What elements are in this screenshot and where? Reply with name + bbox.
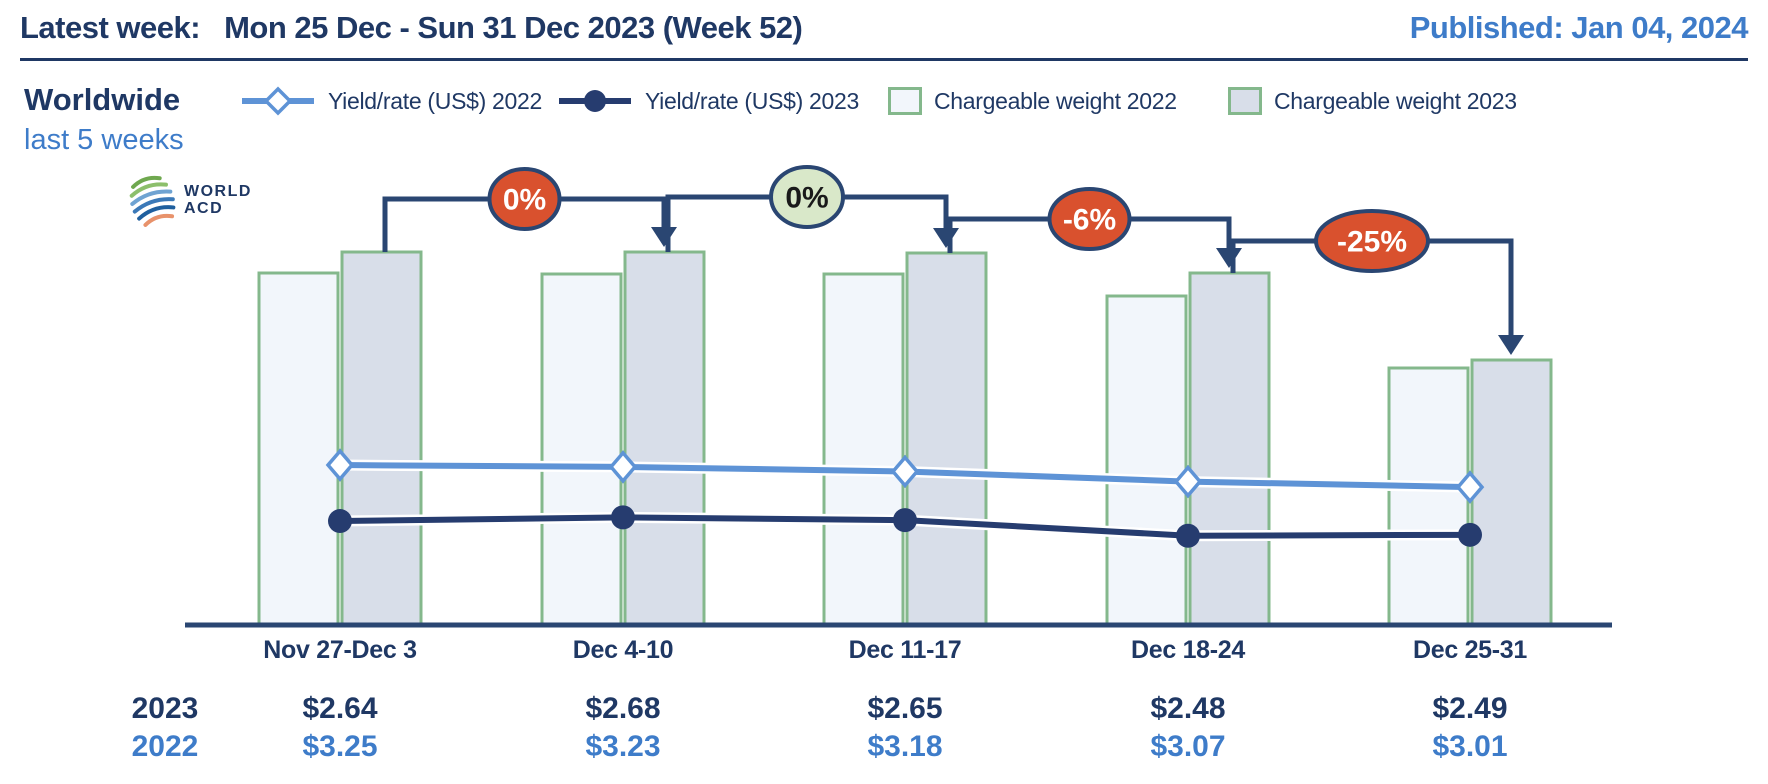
table-row-label-2023: 2023 bbox=[131, 692, 199, 725]
legend-item-yield-2023: Yield/rate (US$) 2023 bbox=[557, 84, 859, 118]
week-label-1: Dec 4-10 bbox=[572, 636, 674, 664]
legend-item-yield-2022: Yield/rate (US$) 2022 bbox=[240, 84, 542, 118]
yield-marker-2023-2 bbox=[893, 508, 917, 533]
bar-2022-4 bbox=[1387, 366, 1470, 627]
yield-marker-2022-3 bbox=[1173, 464, 1203, 499]
logo-line1: WORLD bbox=[184, 183, 252, 200]
yield-marker-2022-4 bbox=[1455, 470, 1485, 504]
bar-2023-0 bbox=[340, 250, 423, 627]
arrowhead-icon bbox=[651, 227, 677, 247]
yield-marker-2023-3 bbox=[1176, 523, 1200, 548]
logo-line2: ACD bbox=[184, 200, 224, 217]
legend-item-weight-2023: Chargeable weight 2023 bbox=[1228, 84, 1517, 118]
week-label-3: Dec 18-24 bbox=[1130, 636, 1246, 664]
table-value-2022-0: $3.25 bbox=[302, 730, 378, 763]
arrowhead-icon bbox=[1498, 335, 1524, 355]
week-label-4: Dec 25-31 bbox=[1412, 636, 1528, 664]
latest-week-label: Latest week: bbox=[20, 10, 201, 45]
table-value-2022-3: $3.07 bbox=[1150, 730, 1226, 763]
bar-2023-1 bbox=[623, 250, 706, 627]
table-value-2022-4: $3.01 bbox=[1432, 730, 1508, 763]
bar-2022-3 bbox=[1105, 294, 1188, 627]
table-value-2023-3: $2.48 bbox=[1150, 692, 1226, 725]
arrowhead-icon bbox=[933, 228, 959, 248]
header-latest-week: Latest week: Mon 25 Dec - Sun 31 Dec 202… bbox=[20, 10, 803, 46]
change-badge-1 bbox=[769, 165, 845, 229]
table-row-label-2022: 2022 bbox=[131, 730, 199, 763]
yield-marker-2023-1 bbox=[611, 505, 635, 530]
published-date: Published: Jan 04, 2024 bbox=[1409, 10, 1749, 45]
legend-item-weight-2022: Chargeable weight 2022 bbox=[888, 84, 1177, 118]
bar-2023-2 bbox=[905, 251, 988, 627]
logo-text: WORLD ACD bbox=[184, 183, 252, 217]
table-value-2022-1: $3.23 bbox=[585, 730, 661, 763]
change-badge-3 bbox=[1314, 209, 1430, 273]
table-value-2023-2: $2.65 bbox=[867, 692, 943, 725]
yield-marker-2022-2 bbox=[890, 454, 920, 489]
legend-label: Chargeable weight 2022 bbox=[934, 87, 1177, 114]
bar-swatch-2022-icon bbox=[888, 87, 922, 115]
change-badge-label-2: -6% bbox=[1063, 204, 1116, 237]
bar-2023-4 bbox=[1470, 358, 1553, 627]
week-label-2: Dec 11-17 bbox=[848, 636, 962, 664]
change-badge-label-0: 0% bbox=[503, 184, 546, 217]
legend-label: Yield/rate (US$) 2022 bbox=[328, 87, 543, 114]
arrowhead-icon bbox=[1216, 248, 1242, 268]
table-value-2023-0: $2.64 bbox=[302, 692, 378, 725]
table-value-2023-1: $2.68 bbox=[585, 692, 661, 725]
legend-label: Yield/rate (US$) 2023 bbox=[645, 87, 860, 114]
change-badge-label-1: 0% bbox=[785, 182, 828, 215]
table-value-2023-4: $2.49 bbox=[1432, 692, 1508, 725]
legend-label: Chargeable weight 2023 bbox=[1274, 87, 1517, 114]
region-title: Worldwide bbox=[24, 82, 181, 117]
bar-2023-3 bbox=[1188, 271, 1271, 627]
change-badge-0 bbox=[487, 167, 562, 231]
bar-swatch-2023-icon bbox=[1228, 87, 1262, 115]
bar-2022-2 bbox=[822, 272, 905, 627]
worldacd-logo: WORLD ACD bbox=[124, 172, 252, 228]
table-value-2022-2: $3.18 bbox=[867, 730, 943, 763]
yield-marker-2023-4 bbox=[1458, 522, 1482, 547]
line-diamond-swatch-icon bbox=[242, 86, 314, 116]
region-subtitle: last 5 weeks bbox=[24, 124, 184, 156]
change-badge-2 bbox=[1047, 187, 1132, 251]
header-divider bbox=[20, 58, 1748, 61]
bar-2022-1 bbox=[540, 272, 623, 627]
line-circle-swatch-icon bbox=[559, 90, 631, 112]
yield-marker-2022-0 bbox=[325, 448, 355, 482]
globe-arcs-icon bbox=[129, 175, 176, 227]
latest-week-value: Mon 25 Dec - Sun 31 Dec 2023 (Week 52) bbox=[224, 10, 803, 45]
yield-marker-2023-0 bbox=[328, 509, 352, 534]
week-label-0: Nov 27-Dec 3 bbox=[263, 636, 417, 664]
bar-2022-0 bbox=[257, 271, 340, 627]
change-badge-label-3: -25% bbox=[1337, 226, 1407, 259]
yield-marker-2022-1 bbox=[608, 450, 638, 484]
